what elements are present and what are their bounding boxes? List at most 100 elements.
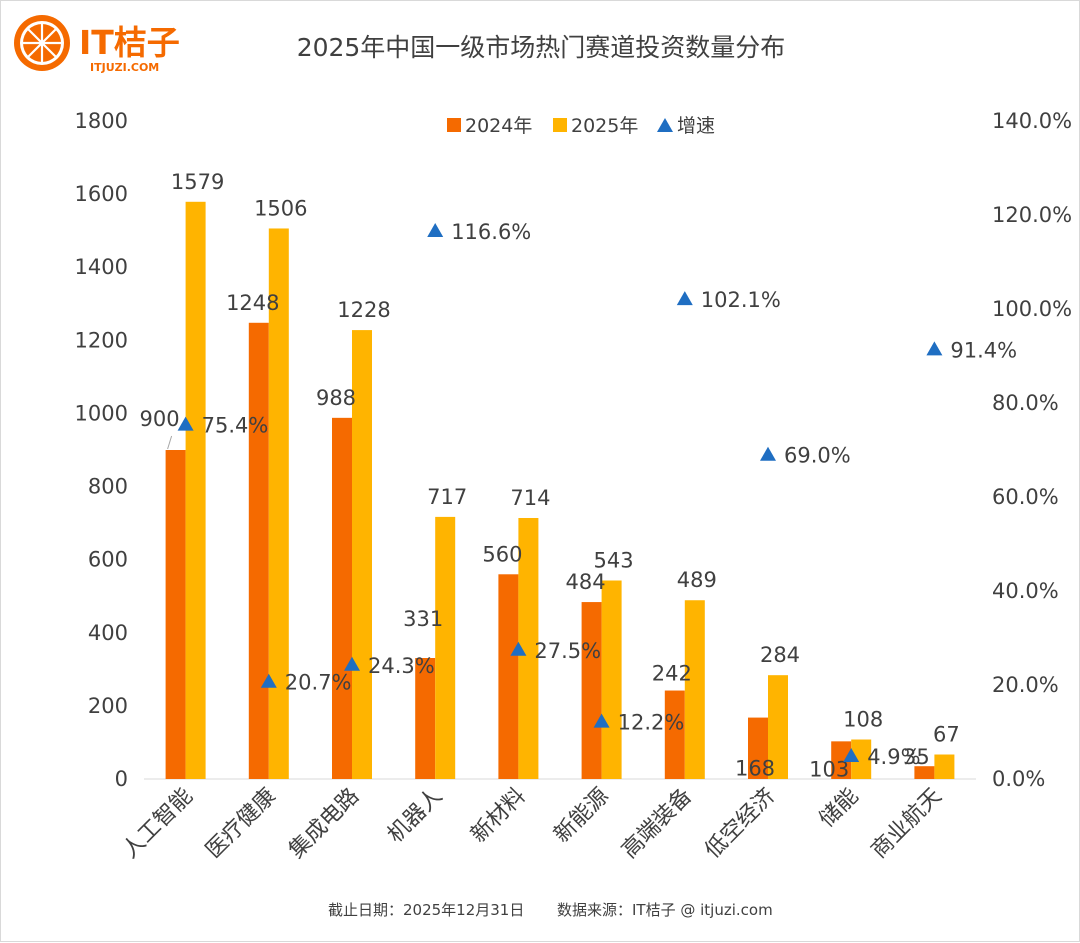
bar-2024	[415, 658, 436, 779]
legend-label-2024: 2024年	[465, 115, 532, 137]
bar-2025	[851, 739, 872, 779]
bar-data-labels: 1579 900 1506 1248 1228 988 717 331 714 560 543484…	[140, 170, 960, 782]
category-label: 低空经济	[700, 784, 780, 864]
bar-series	[165, 201, 955, 779]
category-label: 储能	[815, 784, 864, 833]
bar-2025	[768, 675, 788, 779]
bar-2025	[518, 517, 539, 779]
legend-swatch-2024	[447, 118, 461, 132]
right-y-axis: 0.0% 20.0% 40.0% 60.0% 80.0% 100.0% 120.0% 140.…	[992, 109, 1072, 791]
bar-2024	[165, 450, 186, 779]
bar-2024	[664, 690, 685, 779]
right-tick-label: 0.0%	[992, 767, 1045, 791]
growth-label: 69.0%	[784, 444, 851, 468]
right-tick-label: 80.0%	[992, 391, 1059, 415]
growth-marker	[177, 416, 194, 431]
left-tick-label: 1000	[75, 401, 128, 425]
label-leader-lines	[167, 435, 173, 450]
growth-label: 24.3%	[368, 654, 435, 678]
left-tick-label: 1600	[75, 182, 128, 206]
bar-2024	[581, 602, 602, 779]
brand-name: IT桔子	[79, 23, 180, 62]
category-axis-labels: 人工智能 医疗健康 集成电路 机器人 新材料 新能源 高端装备 低空经济 储能 商业航天	[118, 784, 947, 864]
left-tick-label: 600	[88, 548, 128, 572]
growth-marker	[344, 656, 360, 671]
left-y-axis: 0 200 400 600 800 1000 1200 1400 1600 1800	[75, 109, 128, 791]
growth-marker	[510, 641, 527, 656]
growth-markers	[177, 222, 943, 762]
growth-marker	[593, 713, 610, 728]
bar-2024	[914, 766, 935, 779]
bar-2025	[934, 754, 955, 779]
growth-marker	[843, 747, 860, 762]
brand-url: ITJUZI.COM	[90, 61, 159, 74]
legend-label-2025: 2025年	[571, 115, 638, 137]
left-tick-label: 200	[88, 694, 128, 718]
left-tick-label: 1800	[75, 109, 128, 133]
legend: 2024年 2025年 增速	[447, 115, 715, 137]
growth-label: 12.2%	[618, 711, 685, 735]
left-tick-label: 800	[88, 475, 128, 499]
bar-label-2025: 67	[933, 723, 960, 747]
footer-date: 截止日期：2025年12月31日	[328, 901, 524, 919]
bar-2024	[748, 717, 768, 779]
bar-label-2024: 168	[735, 757, 775, 781]
bar-label-2025: 1228	[337, 298, 390, 322]
left-tick-label: 400	[88, 621, 128, 645]
right-tick-label: 100.0%	[992, 297, 1072, 321]
bar-label-2025: 1579	[171, 170, 224, 194]
growth-marker	[676, 291, 693, 306]
bar-label-2024: 35	[903, 745, 930, 769]
bar-label-2024: 560	[482, 542, 522, 566]
bar-2024	[831, 741, 852, 779]
bar-2024	[498, 574, 519, 779]
bar-label-2024: 242	[652, 662, 692, 686]
growth-marker	[260, 673, 277, 688]
bar-label-2024: 988	[316, 386, 356, 410]
growth-label: 4.9%	[867, 745, 920, 769]
bar-2025	[601, 580, 622, 779]
bar-label-2024: 900	[140, 407, 180, 431]
bar-label-2024: 331	[403, 607, 443, 631]
bar-label-2024: 484	[566, 570, 606, 594]
left-tick-label: 1200	[75, 328, 128, 352]
bar-label-2025: 543	[594, 549, 634, 573]
category-label: 高端装备	[617, 784, 697, 864]
left-tick-label: 1400	[75, 255, 128, 279]
legend-marker-growth	[657, 118, 673, 132]
bar-label-2024: 1248	[226, 291, 279, 315]
category-label: 医疗健康	[201, 784, 281, 864]
bar-label-2025: 1506	[254, 196, 307, 220]
chart-title: 2025年中国一级市场热门赛道投资数量分布	[297, 33, 786, 62]
growth-label: 75.4%	[202, 414, 269, 438]
bar-label-2024: 103	[809, 757, 849, 781]
bar-label-2025: 714	[510, 486, 550, 510]
bar-2025	[684, 600, 705, 779]
growth-label: 20.7%	[285, 671, 352, 695]
right-tick-label: 40.0%	[992, 579, 1059, 603]
category-label: 人工智能	[118, 784, 198, 864]
label-leader-line	[167, 435, 173, 450]
growth-label: 91.4%	[950, 338, 1017, 362]
bar-2024	[248, 322, 269, 779]
growth-label: 102.1%	[701, 288, 781, 312]
growth-marker	[427, 222, 444, 237]
growth-data-labels: 75.4% 20.7% 24.3% 116.6% 27.5% 12.2% 102.1% 69.…	[202, 220, 1018, 769]
category-label: 机器人	[383, 784, 447, 848]
growth-marker	[926, 341, 943, 356]
left-tick-label: 0	[115, 767, 128, 791]
bar-label-2025: 489	[677, 568, 717, 592]
category-label: 新材料	[466, 784, 530, 848]
footer-source: 数据来源：IT桔子 @ itjuzi.com	[557, 901, 773, 919]
bar-2025	[185, 201, 206, 779]
right-tick-label: 20.0%	[992, 673, 1059, 697]
growth-label: 27.5%	[534, 639, 601, 663]
orange-slice-icon	[14, 15, 70, 71]
category-label: 商业航天	[867, 784, 947, 864]
bar-2025	[435, 516, 456, 779]
right-tick-label: 140.0%	[992, 109, 1072, 133]
bar-2024	[332, 417, 352, 779]
growth-marker	[760, 446, 776, 461]
